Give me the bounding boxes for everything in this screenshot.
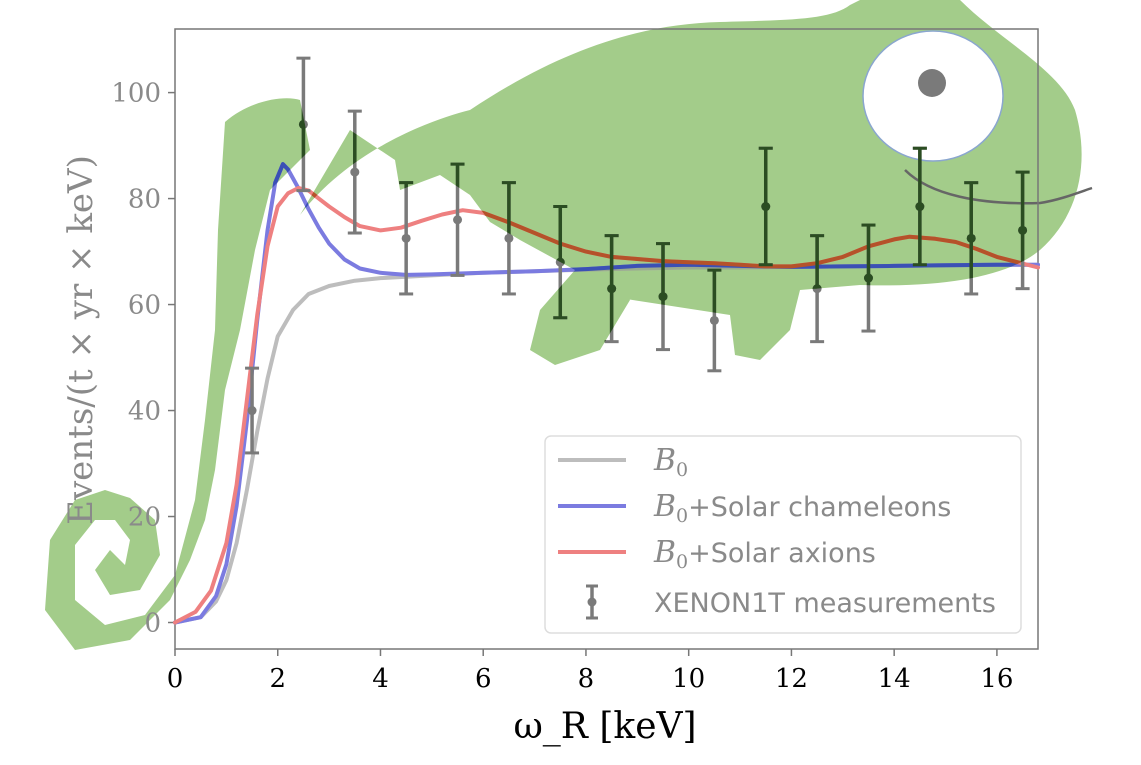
x-tick-label-4: 8 xyxy=(578,664,595,694)
y-tick-label-2: 40 xyxy=(128,397,161,427)
chameleon-mouth xyxy=(904,169,1093,205)
x-tick-label-5: 10 xyxy=(672,664,705,694)
y-tick-label-4: 80 xyxy=(128,185,161,215)
measurement-marker-overlay xyxy=(607,284,617,294)
legend-marker xyxy=(587,597,597,607)
measurement-marker xyxy=(504,233,514,243)
y-axis: 0 20 40 60 80 100 xyxy=(111,79,175,639)
measurement-point xyxy=(347,109,362,235)
measurement-marker xyxy=(453,215,463,225)
measurement-overlay xyxy=(912,146,927,267)
measurement-marker xyxy=(401,233,411,243)
measurement-marker xyxy=(709,315,719,325)
x-tick-label-6: 12 xyxy=(775,664,808,694)
y-axis-label-text: Events/(t × yr × keV) xyxy=(61,155,101,525)
measurement-marker-overlay xyxy=(863,273,873,283)
x-tick-label-0: 0 xyxy=(167,664,184,694)
plot-frame xyxy=(174,28,1039,650)
y-tick-label-0: 0 xyxy=(144,609,161,639)
x-tick-label-1: 2 xyxy=(269,664,286,694)
measurement-marker-overlay xyxy=(966,233,976,243)
x-axis-label-text: ω_R [keV] xyxy=(513,706,696,747)
measurement-point xyxy=(399,181,414,296)
chameleon-tail xyxy=(45,98,310,651)
measurement-marker xyxy=(350,167,360,177)
x-tick-label-3: 6 xyxy=(475,664,492,694)
measurement-marker-overlay xyxy=(915,202,925,212)
x-tick-label-2: 4 xyxy=(372,664,389,694)
measurement-marker-overlay xyxy=(658,292,668,302)
measurement-overlay xyxy=(964,181,979,296)
legend-label: B0 xyxy=(653,443,688,481)
legend-item-xenon1t-measurements: XENON1T measurements xyxy=(586,584,996,620)
x-tick-label-8: 16 xyxy=(980,664,1013,694)
measurement-marker-overlay xyxy=(761,202,771,212)
y-axis-label: Events/(t × yr × keV) xyxy=(61,155,101,525)
y-tick-label-3: 60 xyxy=(128,291,161,321)
legend-label: XENON1T measurements xyxy=(654,588,996,619)
chameleon-icon xyxy=(45,0,1093,651)
x-axis: 0 2 4 6 8 10 12 14 16 xyxy=(167,649,1013,694)
measurement-overlay xyxy=(758,146,773,267)
x-tick-label-7: 14 xyxy=(878,664,911,694)
legend-label: B0+Solar axions xyxy=(653,535,876,573)
measurement-marker-overlay xyxy=(1018,225,1028,235)
y-tick-label-1: 20 xyxy=(128,503,161,533)
legend-box xyxy=(544,435,1022,634)
legend-item-b0: B0 xyxy=(558,443,688,481)
legend-item-b0-solar-axions: B0+Solar axions xyxy=(558,535,876,573)
measurement-marker xyxy=(247,406,257,416)
y-tick-label-5: 100 xyxy=(111,79,161,109)
legend-label: B0+Solar chameleons xyxy=(653,489,951,527)
measurement-point xyxy=(245,366,260,455)
chameleon-pupil xyxy=(918,69,946,97)
legend: B0 B0+Solar chameleons B0+Solar axions XENO… xyxy=(544,435,1022,634)
legend-item-b0-solar-chameleons: B0+Solar chameleons xyxy=(558,489,951,527)
x-axis-label: ω_R [keV] xyxy=(513,706,696,747)
